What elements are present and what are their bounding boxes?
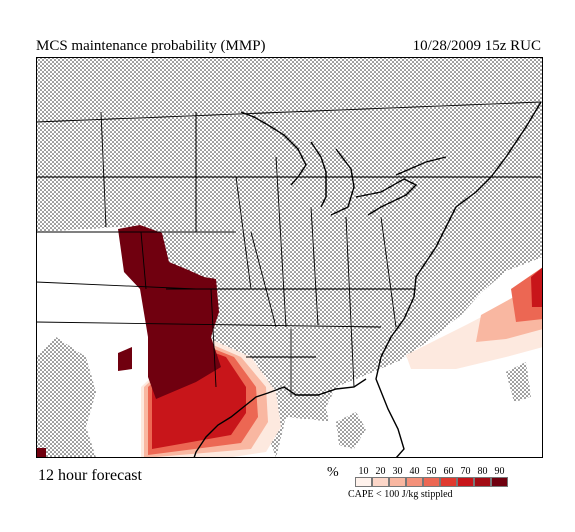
legend-item: 40 bbox=[405, 466, 423, 487]
legend-label: 80 bbox=[477, 466, 488, 477]
valid-time: 10/28/2009 15z RUC bbox=[412, 38, 541, 54]
legend-swatch bbox=[422, 477, 440, 487]
legend-item: 20 bbox=[371, 466, 389, 487]
state-borders bbox=[36, 101, 542, 397]
legend-swatch bbox=[473, 477, 491, 487]
legend-label: 40 bbox=[409, 466, 420, 477]
prob-90-west bbox=[118, 347, 132, 371]
stippled-west bbox=[36, 337, 96, 458]
prob-70-atlantic bbox=[531, 267, 543, 307]
legend-item: 10 bbox=[354, 466, 372, 487]
color-legend: 10 20 30 40 50 60 70 80 90 bbox=[354, 466, 508, 487]
forecast-label: 12 hour forecast bbox=[38, 467, 142, 484]
legend-label: 90 bbox=[494, 466, 505, 477]
legend-label: 60 bbox=[443, 466, 454, 477]
stipple-note: CAPE < 100 J/kg stippled bbox=[348, 489, 453, 500]
prob-90 bbox=[118, 225, 221, 399]
legend-label: 20 bbox=[375, 466, 386, 477]
legend-item: 80 bbox=[473, 466, 491, 487]
legend-label: 50 bbox=[426, 466, 437, 477]
prob-90-corner bbox=[36, 448, 46, 458]
probability-map bbox=[36, 57, 543, 458]
legend-label: 30 bbox=[392, 466, 403, 477]
stippled-bahamas bbox=[506, 362, 531, 402]
legend-item: 70 bbox=[456, 466, 474, 487]
legend-swatch bbox=[456, 477, 474, 487]
legend-swatch bbox=[405, 477, 423, 487]
legend-swatch bbox=[371, 477, 389, 487]
legend-item: 50 bbox=[422, 466, 440, 487]
stippled-gulf bbox=[336, 412, 366, 449]
legend-swatch bbox=[388, 477, 406, 487]
gulf-open-water bbox=[276, 417, 341, 458]
legend-item: 30 bbox=[388, 466, 406, 487]
stippled-region bbox=[36, 57, 543, 458]
legend-swatch bbox=[439, 477, 457, 487]
legend-item: 90 bbox=[490, 466, 508, 487]
legend-label: 10 bbox=[358, 466, 369, 477]
legend-swatch bbox=[354, 477, 372, 487]
legend-swatch bbox=[490, 477, 508, 487]
percent-symbol: % bbox=[327, 465, 339, 480]
map-title: MCS maintenance probability (MMP) bbox=[36, 38, 266, 54]
legend-item: 60 bbox=[439, 466, 457, 487]
legend-label: 70 bbox=[460, 466, 471, 477]
